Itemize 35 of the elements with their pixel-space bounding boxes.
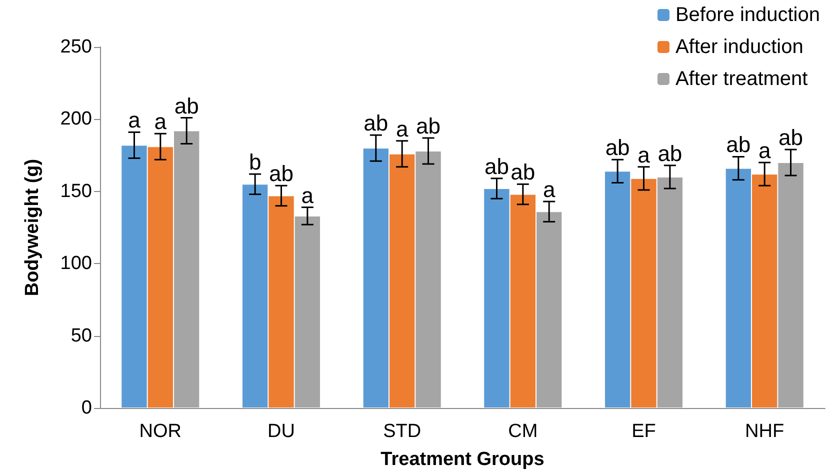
data-label: ab xyxy=(174,93,199,118)
x-axis-title: Treatment Groups xyxy=(380,449,544,470)
y-tick-label: 100 xyxy=(60,253,92,274)
data-label: b xyxy=(248,150,262,175)
x-tick-label: EF xyxy=(632,421,656,442)
data-label: ab xyxy=(778,125,804,150)
y-tick-label: 50 xyxy=(70,325,92,346)
data-label: ab xyxy=(510,160,536,185)
x-tick-label: STD xyxy=(383,421,422,442)
data-label: ab xyxy=(484,154,509,179)
legend-label: Before induction xyxy=(675,4,820,26)
x-tick-label: NHF xyxy=(745,421,784,442)
data-label: ab xyxy=(726,132,751,158)
x-tick-label: NOR xyxy=(139,421,182,442)
data-label: ab xyxy=(658,140,682,166)
data-label: ab xyxy=(364,110,388,136)
data-label: ab xyxy=(269,161,294,186)
legend-label: After induction xyxy=(675,36,804,58)
data-label: ab xyxy=(605,135,630,160)
data-label: a xyxy=(396,116,409,142)
data-label: a xyxy=(542,177,556,202)
x-tick-label: DU xyxy=(268,421,295,442)
data-label: a xyxy=(638,142,651,168)
y-tick-label: 250 xyxy=(60,36,92,58)
x-tick-label: CM xyxy=(508,421,538,442)
data-label: ab xyxy=(416,113,441,138)
y-tick-label: 0 xyxy=(81,398,92,418)
data-label: a xyxy=(154,109,168,134)
y-tick-label: 150 xyxy=(60,180,92,202)
legend-label: After treatment xyxy=(675,68,808,90)
data-label: a xyxy=(758,138,772,164)
y-axis-title: Bodyweight (g) xyxy=(22,158,43,296)
data-label: a xyxy=(301,182,314,208)
data-label: a xyxy=(128,108,142,133)
y-tick-label: 200 xyxy=(60,108,92,130)
